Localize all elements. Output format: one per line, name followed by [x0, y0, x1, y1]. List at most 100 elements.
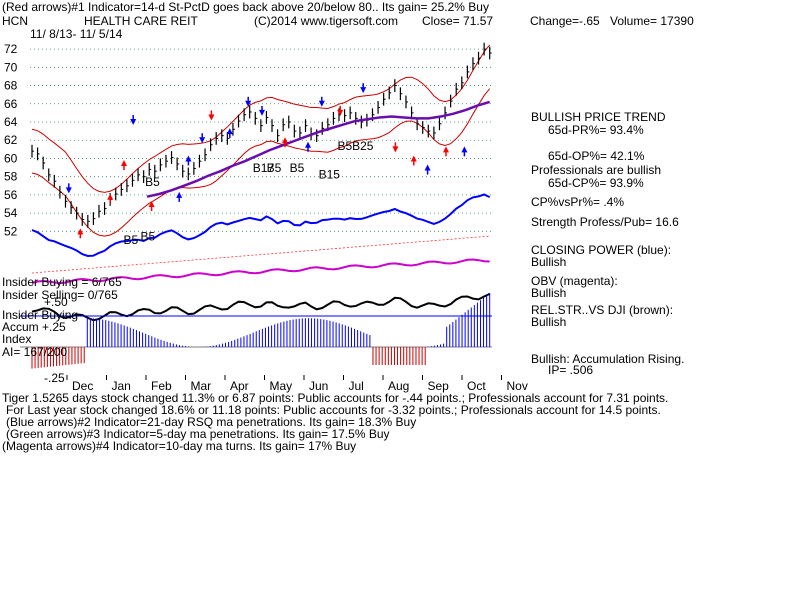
signal-label: B5: [124, 233, 139, 247]
signal-arrow: [424, 164, 431, 175]
ip-value: IP= .506: [548, 363, 594, 377]
month-label: Nov: [507, 379, 528, 393]
signal-arrow: [360, 83, 367, 94]
signal-label: B17: [253, 161, 275, 175]
accum-index-label: Accum +.25: [2, 320, 66, 334]
y-tick-label: 68: [4, 79, 18, 93]
accumulation-histogram: [20, 293, 492, 369]
rsq-moving-average: [146, 100, 491, 198]
month-label: May: [270, 379, 293, 393]
month-label: Mar: [191, 379, 212, 393]
index-label: Index: [2, 332, 32, 346]
x-axis-month-labels: Dec Jan Feb Mar Apr May Jun Jul Aug Sep Oct Nov: [66, 375, 528, 393]
signal-arrow: [461, 146, 468, 157]
arrow-head: [282, 137, 288, 144]
ai-value: AI= 167/200: [2, 345, 68, 359]
insider-buying-label: Insider Buying: [2, 308, 79, 322]
month-label: Jan: [112, 379, 131, 393]
arrow-head: [392, 146, 399, 153]
signal-arrow: [305, 141, 311, 152]
price-bars: [31, 42, 492, 228]
arrow-head: [424, 164, 431, 171]
signal-arrow: [121, 160, 127, 170]
closing-power-line: [31, 193, 491, 258]
signal-arrow: [176, 191, 183, 202]
strength-ratio: Strength Profess/Pub= 16.6: [531, 215, 679, 229]
arrow-head: [318, 100, 325, 107]
y-tick-label: 52: [4, 224, 18, 238]
y-tick-label: 72: [4, 42, 18, 56]
date-range: 11/ 8/13- 11/ 5/14: [30, 27, 123, 41]
arrow-head: [77, 228, 84, 235]
y-tick-label: 64: [4, 115, 18, 129]
signal-arrow: [259, 105, 265, 116]
signal-arrow: [148, 201, 155, 211]
pr-pct: 65d-PR%= 93.4%: [548, 123, 644, 137]
insider-buying: Insider Buying = 6/765: [2, 275, 122, 289]
signal-arrow: [185, 155, 192, 166]
signal-arrows: [65, 83, 468, 239]
arrow-head: [259, 109, 265, 116]
arrow-head: [107, 193, 114, 200]
price-bands: [31, 44, 491, 237]
y-tick-label: 62: [4, 133, 18, 147]
arrow-head: [337, 109, 344, 116]
y-tick-label: 54: [4, 206, 18, 220]
price-change: Change=-.65: [530, 14, 600, 28]
signal-arrow: [443, 146, 449, 157]
signal-arrow: [392, 142, 399, 153]
upper-band: [31, 44, 491, 193]
ticker-symbol: HCN: [2, 14, 28, 28]
signal-arrow: [107, 193, 114, 204]
accumulation-status: Bullish: Accumulation Rising.: [531, 352, 685, 366]
arrow-head: [226, 128, 233, 135]
signal-label: B5B25: [337, 139, 373, 153]
y-tick-label: 58: [4, 170, 18, 184]
signal-arrow: [282, 137, 288, 148]
signal-arrow: [337, 105, 344, 116]
accum-minus25: -.25: [44, 371, 65, 385]
arrow-head: [185, 155, 192, 162]
footer-line-1: Tiger 1.5265 days stock changed 11.3% or…: [2, 391, 669, 405]
month-label: Oct: [467, 379, 486, 393]
signal-arrow: [245, 96, 252, 107]
signal-arrow: [130, 115, 137, 125]
arrow-head: [121, 160, 127, 166]
arrow-head: [176, 191, 183, 198]
signal-arrow: [410, 155, 417, 166]
closing-power-label: CLOSING POWER (blue):: [531, 243, 672, 257]
y-axis-tick-labels: 52 54 56 58 60 62 64 66 68 70 72: [4, 42, 18, 238]
copyright: (C)2014 www.tigersoft.com: [254, 14, 399, 28]
month-label: Feb: [151, 379, 172, 393]
relstr-label: REL.STR..VS DJI (brown):: [531, 303, 674, 317]
closing-power-value: Bullish: [531, 255, 567, 269]
arrow-head: [443, 146, 449, 153]
month-label: Sep: [428, 379, 450, 393]
indicator-lines: [31, 100, 491, 322]
signal-arrow: [199, 133, 206, 144]
accum-plus50: +.50: [44, 295, 68, 309]
y-tick-label: 66: [4, 97, 18, 111]
arrow-head: [65, 187, 72, 194]
arrow-head: [208, 114, 215, 121]
month-label: Aug: [388, 379, 409, 393]
arrow-head: [360, 87, 367, 94]
signal-label: B5: [141, 229, 156, 243]
signal-arrow: [208, 110, 215, 121]
arrow-head: [148, 201, 155, 207]
signal-arrow: [318, 96, 325, 107]
close-price: Close= 71.57: [422, 14, 494, 28]
company-name: HEALTH CARE REIT: [84, 14, 198, 28]
indicator-1-title: (Red arrows)#1 Indicator=14-d St-PctD go…: [2, 0, 489, 14]
signal-label: B5: [267, 161, 282, 175]
footer-line-2: For Last year stock changed 18.6% or 11.…: [6, 403, 661, 417]
footer-line-3: (Blue arrows)#2 Indicator=21-day RSQ ma …: [6, 415, 417, 429]
price-gridlines: [30, 48, 492, 232]
lower-band: [31, 88, 491, 237]
arrow-head: [245, 100, 252, 107]
rel-strength-line: [31, 292, 491, 322]
y-tick-label: 70: [4, 60, 18, 74]
obv-label: OBV (magenta):: [531, 274, 618, 288]
month-label: Jun: [309, 379, 328, 393]
